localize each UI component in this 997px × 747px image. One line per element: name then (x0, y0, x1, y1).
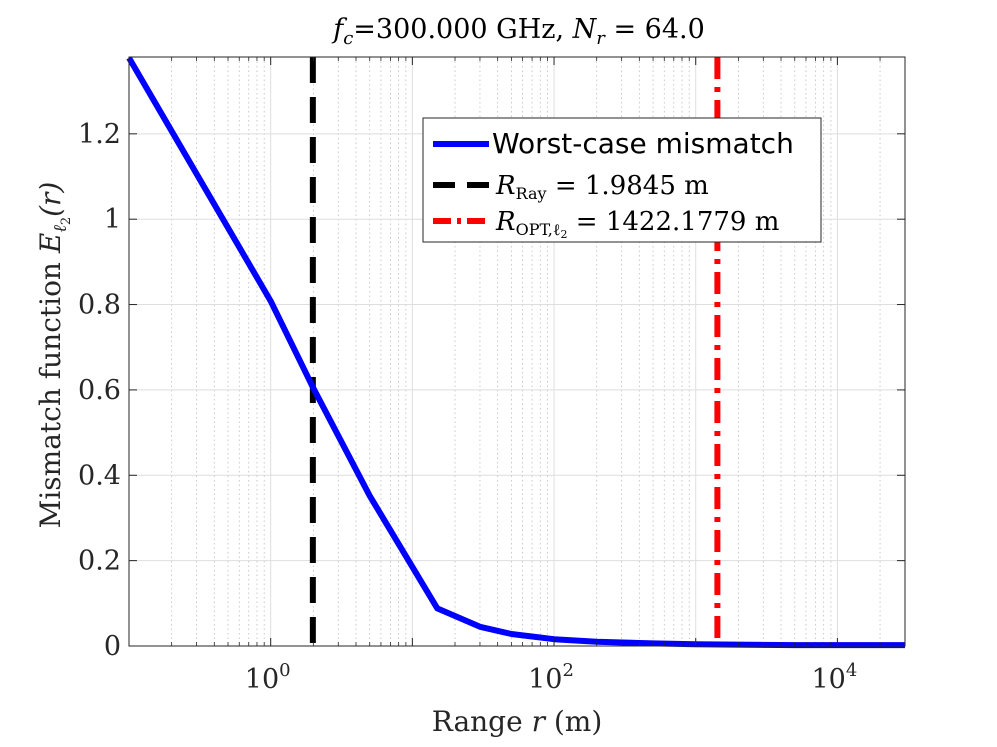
x-label-unit: (m) (545, 705, 602, 738)
x-tick-label: 100 (245, 660, 291, 695)
legend-r-ray-value: = 1.9845 m (547, 171, 709, 201)
x-tick-base: 10 (811, 664, 845, 695)
chart-title: fc=300.000 GHz, Nr = 64.0 (331, 14, 705, 49)
title-nr-value: = 64.0 (605, 14, 705, 45)
legend-label-r-ray: RRay = 1.9845 m (495, 171, 709, 203)
title-fc-value: =300.000 GHz, (353, 14, 572, 45)
title-nr-symbol: N (572, 14, 598, 45)
x-label-symbol: r (532, 705, 547, 738)
y-label-sub: ℓ (50, 225, 71, 233)
y-tick-label: 1 (104, 204, 121, 235)
legend-r-opt-subsub: 2 (561, 228, 568, 241)
title-fc-symbol: f (331, 14, 347, 45)
legend-box (422, 117, 822, 243)
x-tick-exponent: 0 (279, 660, 290, 681)
x-tick-exponent: 4 (846, 660, 857, 681)
x-tick-label: 104 (811, 660, 857, 695)
legend-label-worst-case: Worst-case mismatch (492, 127, 794, 160)
title-nr-sub: r (596, 28, 606, 49)
x-tick-base: 10 (245, 664, 279, 695)
legend: Worst-case mismatch RRay = 1.9845 m ROPT… (422, 117, 822, 243)
legend-r-ray-symbol: R (495, 171, 516, 201)
x-axis-label: Range r (m) (432, 705, 603, 738)
x-label-text: Range (432, 705, 532, 738)
y-tick-label: 0.6 (78, 375, 121, 406)
legend-r-opt-value: = 1422.1779 m (568, 207, 780, 237)
legend-label-r-opt: ROPT,ℓ2 = 1422.1779 m (495, 207, 779, 241)
x-tick-exponent: 2 (562, 660, 573, 681)
y-label-subsub: 2 (59, 217, 74, 225)
axes-frame (128, 56, 906, 647)
x-tick-base: 10 (528, 664, 562, 695)
y-tick-label: 0.2 (78, 546, 121, 577)
y-axis-label: Mismatch function Eℓ2(r) (34, 182, 74, 529)
x-tick-label: 102 (528, 660, 574, 695)
y-tick-label: 0.4 (78, 460, 121, 491)
minor-grid (171, 57, 881, 646)
y-tick-label: 0.8 (78, 290, 121, 321)
y-tick-label: 1.2 (78, 119, 121, 150)
y-label-text: Mismatch function (34, 253, 67, 528)
y-label-arg: (r) (34, 182, 67, 217)
title-fc-sub: c (343, 28, 353, 49)
legend-r-opt-symbol: R (495, 207, 516, 237)
legend-r-ray-sub: Ray (516, 184, 547, 203)
y-label-symbol: E (34, 233, 67, 254)
legend-r-opt-sub: OPT,ℓ (516, 220, 561, 239)
y-tick-label: 0 (104, 631, 121, 662)
